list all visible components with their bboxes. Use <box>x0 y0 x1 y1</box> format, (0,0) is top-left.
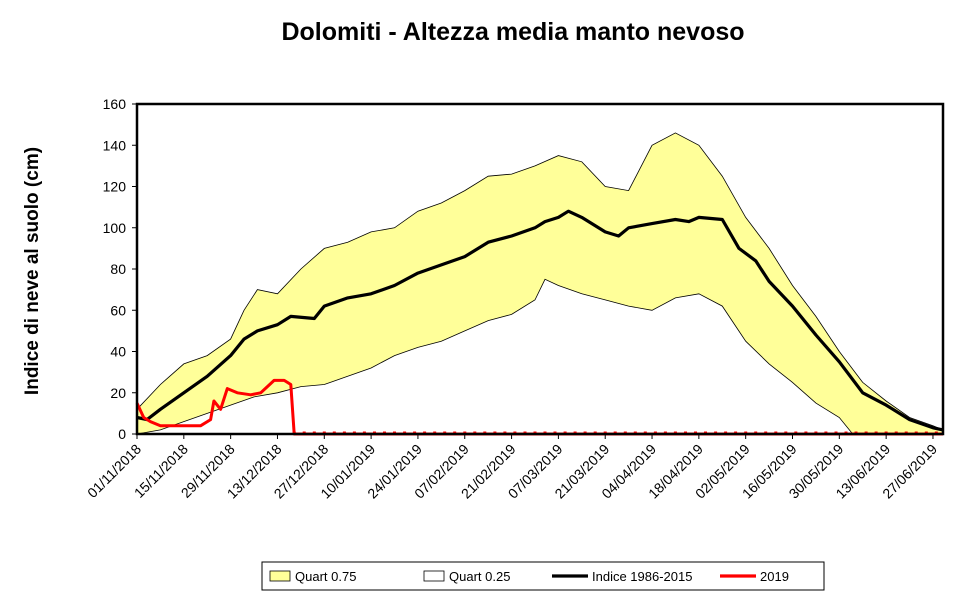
legend-label: Quart 0.75 <box>295 569 356 584</box>
y-tick-label: 160 <box>103 96 127 112</box>
y-tick-label: 20 <box>110 385 126 401</box>
legend-swatch <box>423 570 445 582</box>
legend: Quart 0.75 Quart 0.25 Indice 1986-2015 2019 <box>261 561 825 591</box>
legend-label: 2019 <box>760 569 789 584</box>
y-tick-label: 120 <box>103 179 127 195</box>
legend-label: Quart 0.25 <box>449 569 510 584</box>
y-tick-label: 40 <box>110 344 126 360</box>
legend-label: Indice 1986-2015 <box>592 569 692 584</box>
y-tick-label: 140 <box>103 137 127 153</box>
series-2019-line <box>135 378 943 436</box>
series-indice-line <box>136 209 944 432</box>
chart-title: Dolomiti - Altezza media manto nevoso <box>281 18 745 46</box>
y-axis-label: Indice di neve al suolo (cm) <box>22 147 43 395</box>
series-quart-025-area <box>136 278 943 435</box>
y-tick-label: 100 <box>103 220 127 236</box>
y-tick-label: 80 <box>110 261 126 277</box>
y-tick-label: 0 <box>118 426 126 442</box>
legend-swatch <box>269 570 291 582</box>
y-tick-label: 60 <box>110 302 126 318</box>
